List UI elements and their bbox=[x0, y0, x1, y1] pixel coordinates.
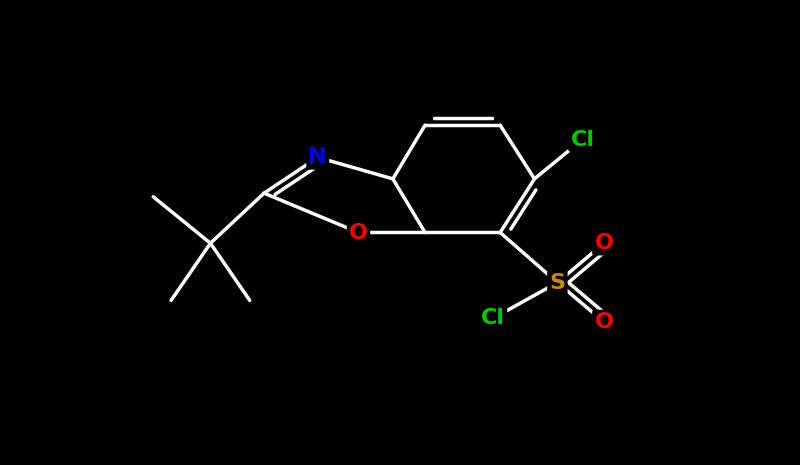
Text: Cl: Cl bbox=[481, 308, 505, 328]
Text: O: O bbox=[349, 222, 368, 243]
Text: Cl: Cl bbox=[570, 129, 594, 150]
Text: N: N bbox=[309, 147, 327, 167]
Text: S: S bbox=[550, 272, 566, 292]
Text: O: O bbox=[594, 233, 614, 253]
Text: O: O bbox=[594, 312, 614, 332]
